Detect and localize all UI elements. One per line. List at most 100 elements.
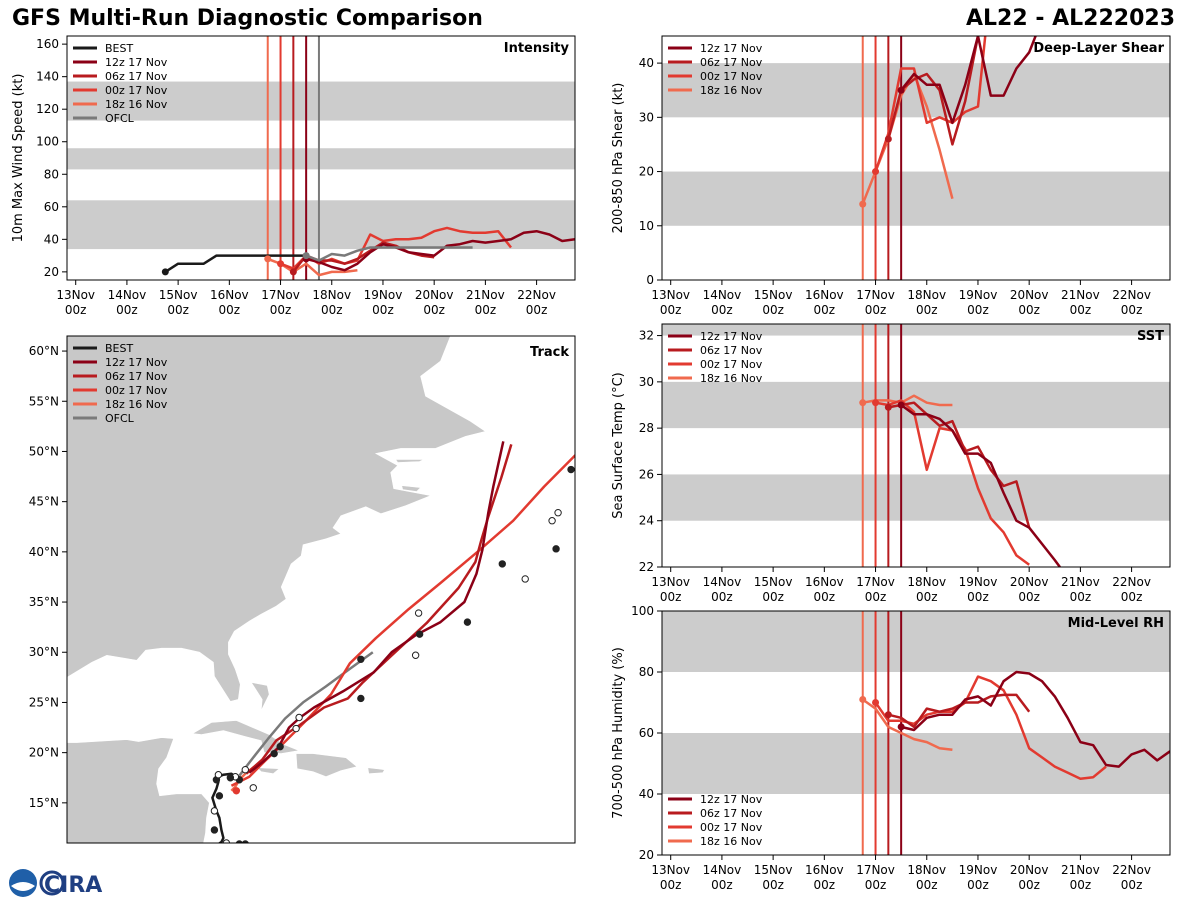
x-tick-label-day: 17Nov [856,863,895,877]
threshold-band [662,733,1170,794]
y-axis-label: 200-850 hPa Shear (kt) [611,83,626,234]
series-start-point-18z-16-nov [859,200,867,208]
series-line-best [164,254,307,273]
track-position-marker [241,840,249,843]
x-tick-label-hour: 00z [660,878,682,892]
x-tick-label-hour: 00z [1121,878,1143,892]
track-position-marker [577,398,583,404]
track-position-marker [241,766,249,774]
x-tick-label-day: 13Nov [651,288,690,302]
track-position-marker [292,724,300,733]
plot-area [662,36,1170,280]
track-line-best [206,772,242,843]
x-tick-label-day: 20Nov [1010,575,1049,589]
series-start-point-18z-16-nov [264,255,272,263]
y-tick-label: 32 [639,329,654,343]
track-line-12z-17-nov [248,441,505,774]
landmass [401,485,422,492]
y-tick-label: 40 [44,232,59,246]
intensity-chart: 2040608010012014016013Nov00z14Nov00z15No… [11,35,576,317]
series-line-12z-17-nov [900,36,1037,125]
legend-label-00z-17-nov: 00z 17 Nov [105,384,168,397]
legend-label-18z-16-nov: 18z 16 Nov [700,84,763,97]
x-tick-label-day: 16Nov [805,863,844,877]
x-tick-label-day: 16Nov [210,288,249,302]
track-position-marker [554,508,562,517]
y-tick-label: 120 [36,102,59,116]
shear-chart: 01020304013Nov00z14Nov00z15Nov00z16Nov00… [611,35,1171,317]
threshold-band [662,324,1170,336]
legend-label-12z-17-nov: 12z 17 Nov [700,330,763,343]
x-tick-label-day: 19Nov [959,575,998,589]
x-tick-label-day: 14Nov [703,575,742,589]
x-tick-label-hour: 00z [865,878,887,892]
landmass [67,737,210,843]
x-tick-label-hour: 00z [1121,590,1143,604]
series-start-point-12z-17-nov [897,401,905,409]
legend-label-00z-17-nov: 00z 17 Nov [700,70,763,83]
y-tick-label: 60 [639,726,654,740]
panel-title: Deep-Layer Shear [1033,41,1164,56]
y-tick-label: 30 [639,375,654,389]
x-tick-label-hour: 00z [865,303,887,317]
lat-tick-label: 55°N [29,394,59,408]
y-tick-label: 60 [44,200,59,214]
legend-label-18z-16-nov: 18z 16 Nov [700,372,763,385]
y-tick-label: 40 [639,56,654,70]
y-tick-label: 100 [36,135,59,149]
legend-label-06z-17-nov: 06z 17 Nov [105,70,168,83]
series-line-00z-17-nov [874,675,1107,781]
lat-tick-label: 40°N [29,545,59,559]
series-line-12z-17-nov [900,403,1061,567]
cira-logo: CIRA [9,869,102,898]
map-area [67,336,583,843]
x-tick-label-hour: 00z [967,303,989,317]
series-start-point-06z-17-nov [884,135,892,143]
track-position-marker [357,655,365,663]
x-tick-label-day: 19Nov [959,288,998,302]
legend-label-12z-17-nov: 12z 17 Nov [700,42,763,55]
landmass [395,459,424,463]
lat-tick-label: 45°N [29,495,59,509]
x-tick-label-day: 17Nov [856,288,895,302]
track-map: 15°N 20°N 25°N 30°N 35°N 40°N 45°N 50°N 55°N 60°N… [29,335,583,844]
track-position-marker [249,784,257,792]
map-frame [66,335,576,844]
lat-tick-label: 50°N [29,444,59,458]
y-tick-label: 10 [639,219,654,233]
series-start-point-00z-17-nov [277,260,285,268]
track-position-marker [210,807,219,815]
x-tick-label-day: 16Nov [805,575,844,589]
x-tick-label-hour: 00z [916,878,938,892]
track-position-marker [232,787,241,795]
landmass [256,767,280,775]
x-tick-label-day: 17Nov [261,288,300,302]
x-tick-label-day: 14Nov [703,288,742,302]
series-start-point-18z-16-nov [859,695,867,703]
series-start-point-00z-17-nov [872,699,880,706]
panel-title: Intensity [504,41,570,56]
x-tick-label-hour: 00z [1070,303,1092,317]
x-tick-label-day: 21Nov [1061,863,1100,877]
series-start-point-00z-17-nov [872,168,880,176]
series-line-00z-17-nov [874,36,987,172]
y-tick-label: 80 [44,167,59,181]
x-tick-label-day: 15Nov [754,575,793,589]
series-line-12z-17-nov [305,229,575,272]
plot-frame [661,35,1171,281]
track-position-marker [226,774,235,782]
y-tick-label: 26 [639,467,654,481]
lat-tick-label: 30°N [29,645,59,659]
series-line-18z-16-nov [861,698,953,752]
track-position-marker [411,651,420,659]
legend-label-18z-16-nov: 18z 16 Nov [700,835,763,848]
x-tick-label-day: 21Nov [1061,288,1100,302]
panel-title: Track [530,345,569,360]
track-position-marker [548,517,556,525]
legend-label-06z-17-nov: 06z 17 Nov [700,807,763,820]
x-tick-label-day: 19Nov [959,863,998,877]
series-start-point-best [161,268,169,276]
lat-tick-label: 60°N [29,344,59,358]
legend-label-best: BEST [105,42,133,55]
y-tick-label: 80 [639,665,654,679]
